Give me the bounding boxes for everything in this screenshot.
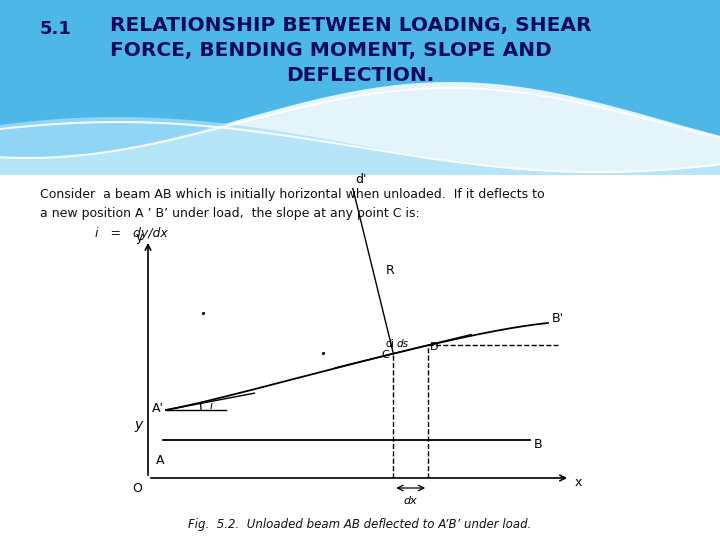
- Text: B: B: [534, 437, 543, 450]
- Text: x: x: [575, 476, 582, 489]
- Text: B': B': [552, 313, 564, 326]
- Text: C: C: [382, 349, 389, 360]
- Bar: [0, 0, 720, 175]
- Polygon shape: [0, 117, 720, 175]
- Text: y: y: [134, 418, 143, 432]
- Text: Consider  a beam AB which is initially horizontal when unloaded.  If it deflects: Consider a beam AB which is initially ho…: [40, 188, 544, 201]
- Text: y: y: [136, 231, 143, 244]
- Text: DEFLECTION.: DEFLECTION.: [286, 66, 434, 85]
- Text: di: di: [385, 339, 395, 349]
- Text: D: D: [430, 342, 438, 352]
- Text: RELATIONSHIP BETWEEN LOADING, SHEAR: RELATIONSHIP BETWEEN LOADING, SHEAR: [110, 16, 592, 35]
- Text: d': d': [355, 172, 366, 186]
- Polygon shape: [0, 82, 720, 175]
- Text: i   =   dy/dx: i = dy/dx: [95, 227, 168, 240]
- Text: dx: dx: [404, 496, 418, 506]
- Text: FORCE, BENDING MOMENT, SLOPE AND: FORCE, BENDING MOMENT, SLOPE AND: [110, 41, 552, 60]
- Text: R: R: [386, 264, 395, 278]
- Text: A: A: [156, 454, 164, 467]
- Text: O: O: [132, 482, 142, 495]
- Text: A': A': [152, 402, 164, 415]
- Text: 5.1: 5.1: [40, 20, 72, 38]
- Text: Fig.  5.2.  Unloaded beam AB deflected to A’B’ under load.: Fig. 5.2. Unloaded beam AB deflected to …: [189, 518, 531, 531]
- Text: ds: ds: [397, 340, 409, 349]
- Text: i: i: [210, 401, 213, 411]
- Text: a new position A ’ B’ under load,  the slope at any point C is:: a new position A ’ B’ under load, the sl…: [40, 207, 420, 220]
